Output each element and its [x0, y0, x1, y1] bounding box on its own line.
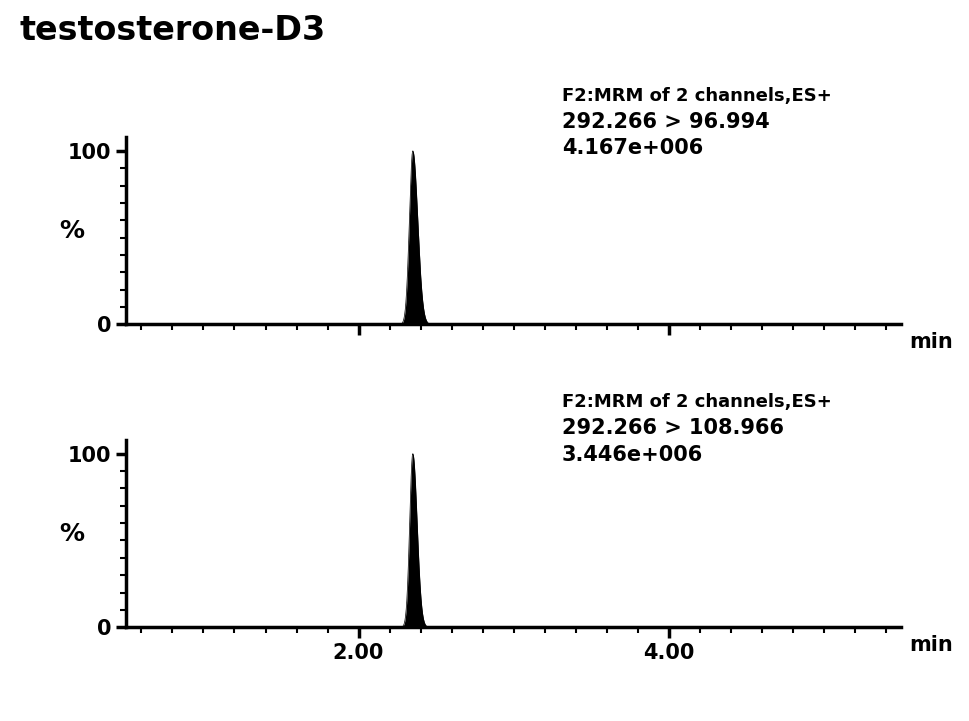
Text: 292.266 > 96.994: 292.266 > 96.994	[562, 112, 769, 132]
Text: F2:MRM of 2 channels,ES+: F2:MRM of 2 channels,ES+	[562, 87, 831, 105]
Text: 4.167e+006: 4.167e+006	[562, 138, 703, 159]
Text: %: %	[59, 521, 84, 546]
Text: F2:MRM of 2 channels,ES+: F2:MRM of 2 channels,ES+	[562, 393, 831, 411]
Text: min: min	[909, 332, 953, 352]
Text: testosterone-D3: testosterone-D3	[19, 14, 326, 48]
Text: %: %	[59, 218, 84, 243]
Text: 3.446e+006: 3.446e+006	[562, 445, 703, 465]
Text: min: min	[909, 634, 953, 655]
Text: 292.266 > 108.966: 292.266 > 108.966	[562, 418, 784, 438]
